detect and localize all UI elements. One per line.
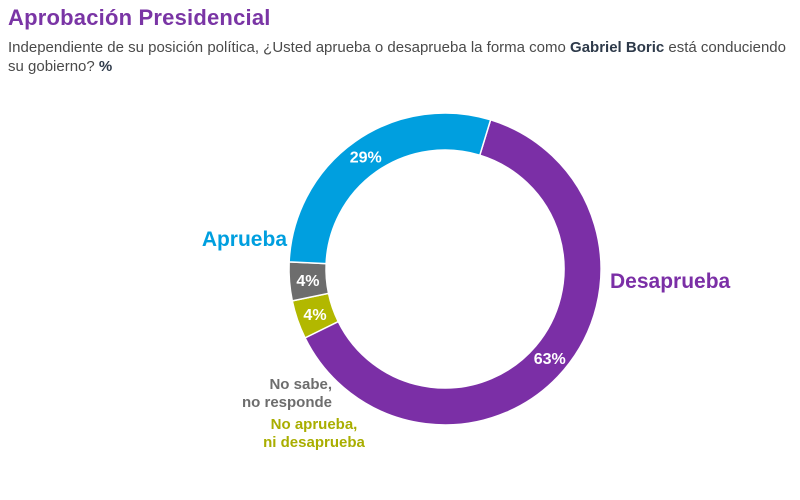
donut-slice-aprueba [288,112,492,265]
subtitle-president-name: Gabriel Boric [570,39,665,56]
slice-value-aprueba: 29% [350,150,382,167]
slice-value-no-aprueba-ni-desaprueba: 4% [303,307,326,324]
subtitle-text-before: Independiente de su posición política, ¿… [8,39,571,56]
chart-subtitle: Independiente de su posición política, ¿… [8,38,788,76]
subtitle-text-after: está conduciendo su gobierno? [8,39,786,75]
chart-title: Aprobación Presidencial [8,5,271,30]
subtitle-unit: % [98,58,113,75]
slice-value-desaprueba: 63% [534,351,566,368]
category-label-no-aprueba-ni-desaprueba: No aprueba, ni desaprueba [263,416,365,451]
donut-slice-desaprueba [304,118,602,426]
category-label-aprueba: Aprueba [202,228,288,251]
slice-value-no-sabe-no-responde: 4% [296,273,319,290]
category-label-desaprueba: Desaprueba [610,270,731,293]
category-label-no-sabe-no-responde: No sabe, no responde [242,376,332,411]
